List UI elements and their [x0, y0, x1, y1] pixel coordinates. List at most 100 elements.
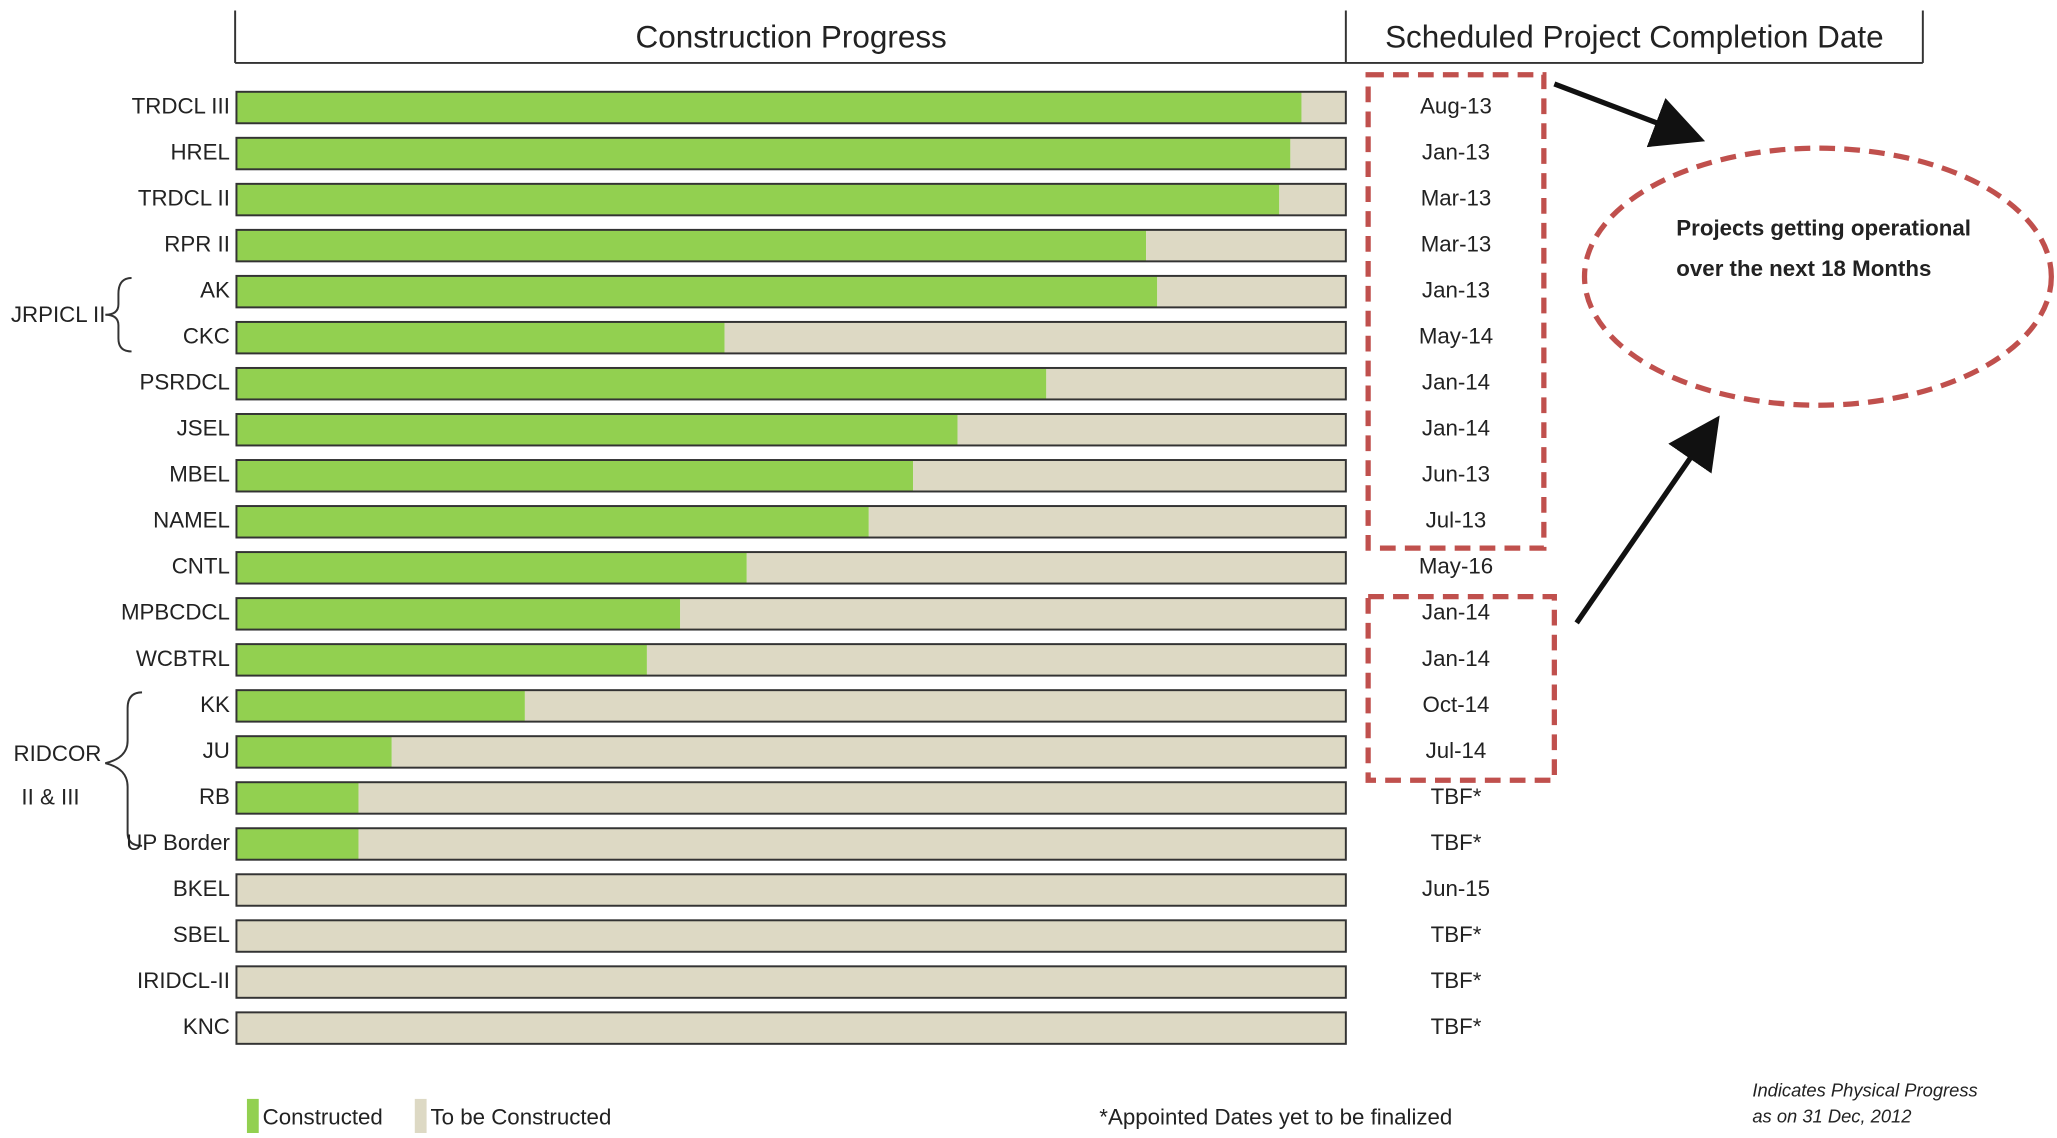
bar-segment — [1279, 183, 1346, 216]
bar-outline — [235, 228, 1347, 263]
completion-date: Jul-13 — [1426, 508, 1487, 533]
header-frame — [234, 10, 1924, 64]
bar-segment — [236, 506, 869, 538]
completion-date: May-14 — [1419, 324, 1493, 349]
bar-segment — [358, 782, 1346, 814]
bar-outline — [235, 965, 1347, 999]
bar-segment — [724, 321, 1346, 354]
completion-date: Mar-13 — [1421, 232, 1492, 257]
dates-header: Scheduled Project Completion Date — [1385, 20, 1884, 55]
bar-outline — [235, 643, 1347, 677]
bar-segment — [236, 91, 1302, 124]
arrow — [1553, 81, 1706, 148]
bar-outline — [235, 551, 1347, 585]
completion-date: Aug-13 — [1420, 93, 1492, 118]
group-label: RIDCOR — [14, 741, 102, 766]
bar-outline — [235, 873, 1347, 907]
bar-segment — [236, 644, 647, 676]
note: Indicates Physical Progress — [1752, 1079, 1977, 1100]
group-label: II & III — [21, 784, 79, 809]
bar-segment — [236, 229, 1147, 262]
y-tick-label: TRDCL III — [132, 93, 230, 118]
bar-outline — [235, 505, 1347, 539]
completion-date: Jan-14 — [1422, 370, 1490, 395]
bar-outline — [235, 689, 1347, 723]
y-tick-label: BKEL — [173, 876, 230, 901]
bar-segment — [1146, 229, 1346, 262]
bar-segment — [680, 598, 1346, 630]
bar-outline — [235, 781, 1347, 815]
bar-segment — [913, 460, 1346, 492]
completion-date: TBF* — [1431, 830, 1482, 855]
group-brace — [105, 277, 132, 353]
bar-outline — [235, 597, 1347, 631]
highlight-box — [1365, 72, 1547, 551]
bar-segment — [1157, 275, 1346, 308]
bar-segment — [358, 828, 1346, 860]
bar-segment — [524, 690, 1346, 722]
annotation: over the next 18 Months — [1676, 256, 1931, 281]
y-tick-label: MBEL — [169, 462, 230, 487]
completion-date: TBF* — [1431, 784, 1482, 809]
completion-date: TBF* — [1431, 968, 1482, 993]
group-brace — [105, 691, 143, 847]
bar-segment — [957, 413, 1346, 446]
bar-outline — [235, 90, 1347, 125]
legend-label: Constructed — [263, 1104, 383, 1129]
bar-outline — [235, 735, 1347, 769]
bar-segment — [868, 506, 1346, 538]
bar-outline — [235, 182, 1347, 217]
bar-segment — [236, 552, 747, 584]
footnote: *Appointed Dates yet to be finalized — [1099, 1104, 1452, 1129]
annotation-ellipse — [1581, 145, 2054, 408]
bar-outline — [235, 919, 1347, 953]
bar-segment — [236, 920, 1346, 952]
completion-date: May-16 — [1419, 554, 1493, 579]
completion-date: Jun-13 — [1422, 462, 1490, 487]
completion-date: Jan-13 — [1422, 278, 1490, 303]
y-tick-label: MPBCDCL — [121, 600, 230, 625]
y-tick-label: CNTL — [172, 554, 230, 579]
bar-outline — [235, 274, 1347, 309]
completion-date: TBF* — [1431, 1014, 1482, 1039]
y-tick-label: IRIDCL-II — [137, 968, 230, 993]
bar-outline — [235, 459, 1347, 493]
bar-segment — [236, 413, 958, 446]
y-tick-label: NAMEL — [153, 508, 230, 533]
y-tick-label: UP Border — [126, 830, 230, 855]
group-label: JRPICL II — [11, 302, 106, 327]
y-tick-label: PSRDCL — [140, 370, 230, 395]
y-tick-label: RPR II — [164, 232, 230, 257]
bar-segment — [236, 1012, 1346, 1044]
note: as on 31 Dec, 2012 — [1752, 1106, 1911, 1127]
bar-segment — [236, 321, 725, 354]
bar-segment — [391, 736, 1346, 768]
bar-segment — [236, 690, 525, 722]
legend-swatch — [414, 1098, 427, 1133]
completion-date: Mar-13 — [1421, 185, 1492, 210]
bar-outline — [235, 413, 1347, 447]
chart-title: Construction Progress — [635, 20, 946, 55]
bar-segment — [236, 275, 1158, 308]
bar-segment — [236, 137, 1291, 170]
y-tick-label: TRDCL II — [138, 185, 230, 210]
completion-date: Jun-15 — [1422, 876, 1490, 901]
bar-outline — [235, 1011, 1347, 1045]
y-tick-label: WCBTRL — [136, 646, 230, 671]
bar-outline — [235, 366, 1347, 401]
completion-date: Jan-14 — [1422, 416, 1490, 441]
y-tick-label: HREL — [170, 139, 229, 164]
y-tick-label: JU — [203, 738, 230, 763]
y-tick-label: SBEL — [173, 922, 230, 947]
completion-date: TBF* — [1431, 922, 1482, 947]
bar-outline — [235, 827, 1347, 861]
bar-segment — [236, 460, 914, 492]
y-tick-label: KNC — [183, 1014, 230, 1039]
completion-date: Jul-14 — [1426, 738, 1487, 763]
bar-segment — [1290, 137, 1346, 170]
legend-swatch — [246, 1098, 259, 1133]
bar-segment — [1301, 91, 1346, 124]
y-tick-label: AK — [200, 278, 230, 303]
bar-segment — [236, 782, 359, 814]
